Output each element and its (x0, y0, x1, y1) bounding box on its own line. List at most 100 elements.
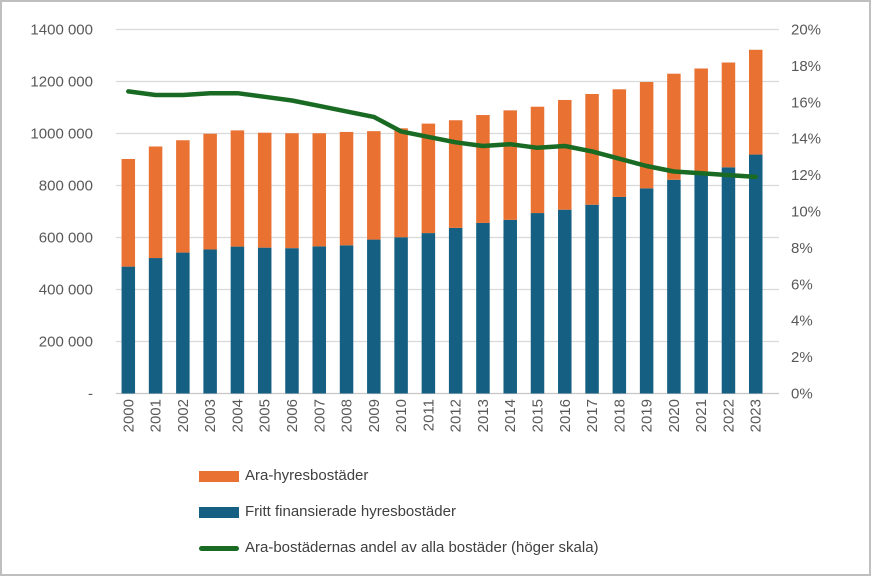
right-axis-tick-label: 0% (791, 386, 813, 403)
right-axis-tick-label: 6% (791, 276, 813, 293)
legend-label-fritt-finansierade: Fritt finansierade hyresbostäder (245, 503, 456, 520)
x-axis-year-label: 2011 (420, 399, 437, 431)
x-axis-year-label: 2009 (366, 399, 383, 432)
left-axis-tick-label: 200 000 (39, 334, 93, 351)
bar-ara-hyresbostader (339, 131, 354, 246)
x-axis-year-label: 2019 (639, 399, 656, 432)
x-axis-year-label: 2003 (202, 399, 219, 432)
bar-fritt-finansierade (694, 173, 708, 394)
x-axis-year-label: 2012 (448, 399, 465, 432)
bar-fritt-finansierade (667, 179, 681, 394)
legend-item-fritt-finansierade: Fritt finansierade hyresbostäder (199, 503, 599, 520)
bar-ara-hyresbostader (312, 133, 327, 247)
x-axis-year-label: 2015 (530, 399, 547, 432)
bar-ara-hyresbostader (448, 120, 463, 228)
bar-ara-hyresbostader (121, 158, 136, 267)
legend-label-ara-andel: Ara-bostädernas andel av alla bostäder (… (245, 539, 599, 556)
bar-fritt-finansierade (421, 233, 436, 394)
bar-ara-hyresbostader (748, 49, 763, 155)
bar-fritt-finansierade (503, 219, 517, 394)
bar-ara-hyresbostader (148, 146, 163, 259)
bar-fritt-finansierade (394, 237, 408, 394)
bar-ara-hyresbostader (530, 106, 545, 214)
bar-ara-hyresbostader (667, 73, 681, 180)
right-axis-tick-label: 20% (791, 22, 821, 39)
combo-chart: - 200 000 400 000 600 000 800 000 1000 000 120… (30, 22, 821, 433)
x-axis-year-label: 2016 (557, 399, 574, 432)
bar-fritt-finansierade (121, 266, 136, 394)
bar-ara-hyresbostader (203, 133, 217, 250)
bar-fritt-finansierade (230, 246, 245, 394)
bar-ara-hyresbostader (558, 99, 572, 210)
bar-ara-hyresbostader (639, 82, 654, 189)
left-axis-tick-label: 1000 000 (30, 126, 93, 143)
bar-fritt-finansierade (748, 154, 763, 394)
bar-fritt-finansierade (530, 213, 545, 394)
x-axis-year-label: 2022 (720, 399, 737, 432)
bar-fritt-finansierade (448, 227, 463, 394)
bar-fritt-finansierade (585, 204, 599, 394)
x-axis-year-label: 2008 (339, 399, 356, 432)
left-axis-tick-label: 800 000 (39, 178, 93, 195)
bar-ara-hyresbostader (367, 131, 381, 240)
x-axis-year-label: 2021 (693, 399, 710, 432)
right-axis-tick-label: 10% (791, 204, 821, 221)
x-axis-year-label: 2005 (257, 399, 274, 432)
bar-fritt-finansierade (476, 222, 490, 394)
right-axis-tick-label: 14% (791, 131, 821, 148)
bar-fritt-finansierade (203, 249, 217, 394)
bar-fritt-finansierade (148, 258, 163, 394)
legend-item-ara-hyresbostader: Ara-hyresbostäder (199, 467, 599, 484)
bar-ara-hyresbostader (285, 133, 299, 249)
x-axis-year-label: 2014 (502, 399, 519, 432)
bar-fritt-finansierade (639, 188, 654, 394)
right-axis-tick-label: 16% (791, 94, 821, 111)
bar-fritt-finansierade (257, 247, 272, 394)
x-axis-year-label: 2020 (666, 399, 683, 432)
x-axis-year-label: 2000 (120, 399, 137, 432)
left-axis-tick-label: 1400 000 (30, 22, 93, 39)
bar-fritt-finansierade (312, 246, 327, 394)
x-axis-year-label: 2004 (229, 399, 246, 432)
bar-fritt-finansierade (721, 167, 736, 394)
bar-ara-hyresbostader (421, 123, 436, 234)
bar-ara-hyresbostader (503, 110, 517, 220)
legend-label-ara-hyresbostader: Ara-hyresbostäder (245, 467, 369, 484)
x-axis-year-label: 2013 (475, 399, 492, 432)
left-axis-tick-label: 600 000 (39, 230, 93, 247)
bar-ara-hyresbostader (257, 132, 272, 248)
bar-fritt-finansierade (612, 196, 627, 394)
legend-swatch-fritt-finansierade (199, 506, 239, 518)
right-axis-tick-label: 18% (791, 58, 821, 75)
left-axis-tick-label: - (88, 386, 93, 403)
bar-ara-hyresbostader (612, 89, 627, 197)
bar-fritt-finansierade (339, 245, 354, 394)
bar-fritt-finansierade (285, 248, 299, 394)
legend-swatch-ara-andel-line (199, 545, 239, 551)
bar-ara-hyresbostader (176, 140, 190, 253)
bar-fritt-finansierade (176, 252, 190, 394)
x-axis-year-label: 2007 (311, 399, 328, 432)
x-axis-year-label: 2010 (393, 399, 410, 432)
bar-ara-hyresbostader (694, 68, 708, 174)
x-axis-year-label: 2002 (175, 399, 192, 432)
bar-ara-hyresbostader (721, 62, 736, 168)
chart-legend: Ara-hyresbostäder Fritt finansierade hyr… (199, 467, 599, 556)
bar-fritt-finansierade (558, 209, 572, 394)
legend-swatch-ara-hyresbostader (199, 470, 239, 482)
left-axis-tick-label: 400 000 (39, 282, 93, 299)
bar-ara-hyresbostader (230, 130, 245, 247)
right-axis-tick-label: 4% (791, 313, 813, 330)
bar-fritt-finansierade (367, 239, 381, 394)
right-axis-tick-label: 12% (791, 167, 821, 184)
bar-ara-hyresbostader (394, 128, 408, 238)
x-axis-year-label: 2023 (748, 399, 765, 432)
x-axis-year-label: 2001 (148, 399, 165, 432)
x-axis-year-label: 2017 (584, 399, 601, 432)
bar-ara-hyresbostader (476, 115, 490, 223)
x-axis-year-label: 2018 (611, 399, 628, 432)
right-axis-tick-label: 2% (791, 349, 813, 366)
right-axis-tick-label: 8% (791, 240, 813, 257)
legend-item-ara-andel: Ara-bostädernas andel av alla bostäder (… (199, 539, 599, 556)
